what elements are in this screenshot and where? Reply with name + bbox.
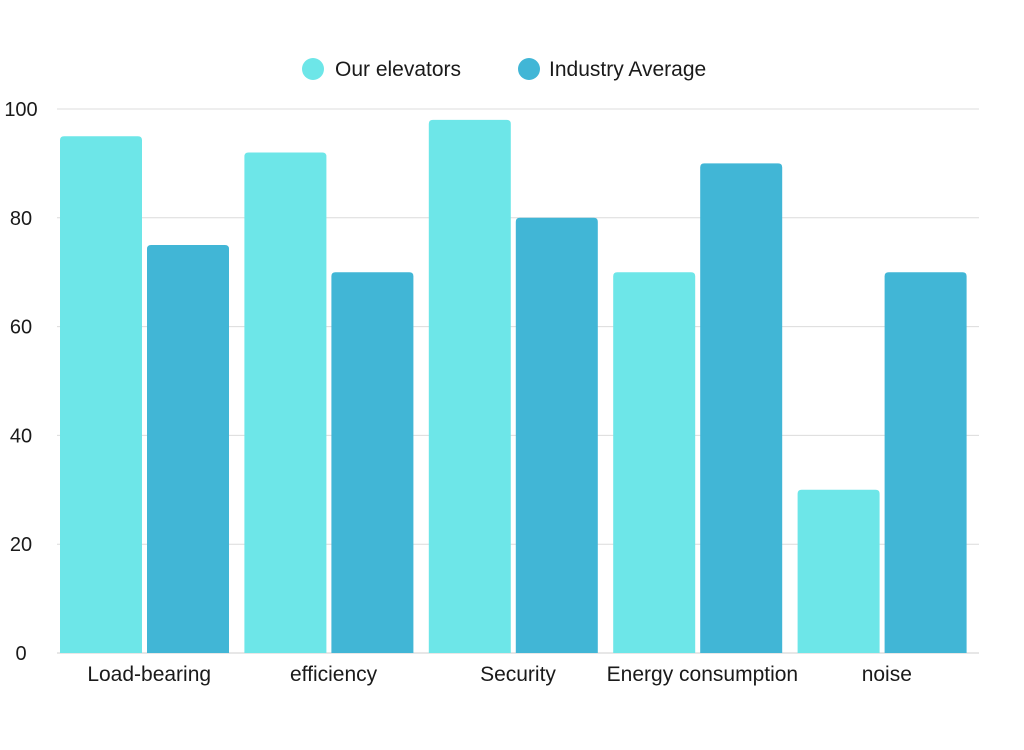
legend-label[interactable]: Industry Average [549, 58, 706, 81]
x-category-label: efficiency [290, 663, 378, 686]
y-tick-label: 40 [10, 425, 32, 447]
label-layer: 0 20 40 60 80 100 Load-bearing efficiency Securi… [4, 99, 912, 686]
x-category-label: noise [862, 663, 912, 686]
bar-industry-average[interactable] [884, 272, 967, 653]
bar-our-elevators[interactable] [428, 119, 511, 653]
bar-our-elevators[interactable] [60, 136, 142, 653]
x-category-label: Security [480, 663, 556, 686]
bar-our-elevators[interactable] [613, 272, 696, 653]
legend: Our elevators Industry Average [302, 58, 706, 81]
y-tick-label: 0 [15, 643, 26, 665]
y-tick-label: 100 [4, 99, 37, 121]
x-category-label: Energy consumption [607, 663, 798, 686]
y-tick-label: 20 [10, 534, 32, 556]
x-category-label: Load-bearing [87, 663, 211, 686]
legend-marker [518, 58, 540, 80]
bar-industry-average[interactable] [331, 272, 414, 653]
bar-industry-average[interactable] [147, 245, 229, 653]
legend-label[interactable]: Our elevators [335, 58, 461, 81]
bar-industry-average[interactable] [700, 163, 783, 653]
bar-our-elevators[interactable] [244, 152, 327, 653]
legend-marker [302, 58, 324, 80]
y-tick-label: 80 [10, 208, 32, 230]
bar-layer [60, 119, 967, 654]
bar-our-elevators[interactable] [797, 489, 880, 653]
y-tick-label: 60 [10, 317, 32, 339]
bar-industry-average[interactable] [515, 217, 598, 654]
